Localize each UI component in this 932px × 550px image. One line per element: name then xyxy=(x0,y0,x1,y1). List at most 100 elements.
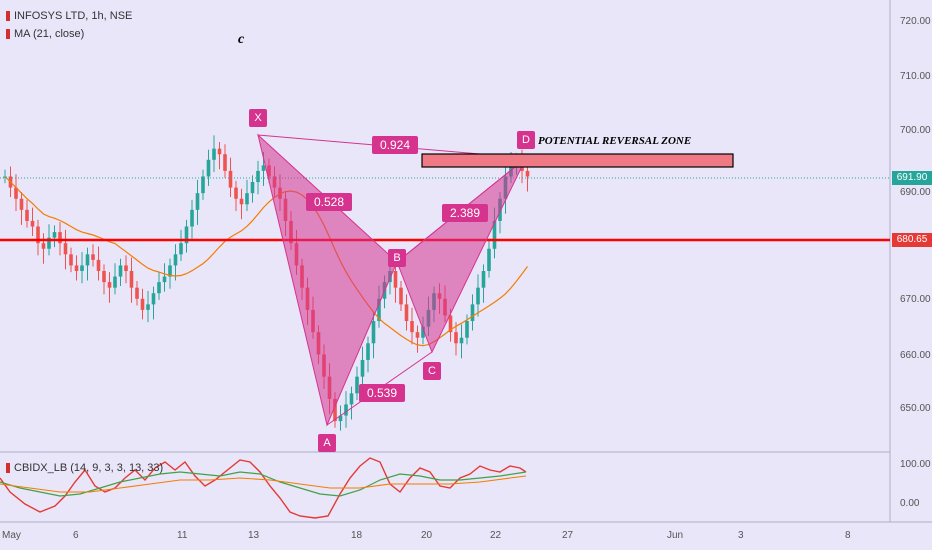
candle-body xyxy=(481,271,486,288)
indicator-tick: 0.00 xyxy=(900,498,920,509)
symbol-label: INFOSYS LTD, 1h, NSE xyxy=(14,10,133,22)
candle-body xyxy=(261,165,266,171)
point-c-label[interactable]: C xyxy=(423,362,441,380)
candle-body xyxy=(151,293,156,305)
indicator-legend[interactable]: CBIDX_LB (14, 9, 3, 3, 13, 33) xyxy=(6,462,163,474)
symbol-legend[interactable]: INFOSYS LTD, 1h, NSE xyxy=(6,10,132,22)
candle-body xyxy=(223,154,227,171)
potential-reversal-zone xyxy=(421,153,734,168)
candle-body xyxy=(448,315,453,333)
candle-body xyxy=(124,265,128,271)
current-price-tag: 691.90 xyxy=(892,171,932,185)
candle-body xyxy=(250,182,255,194)
price-tick: 690.00 xyxy=(900,187,931,198)
time-tick: 18 xyxy=(351,530,363,541)
ma-line xyxy=(4,176,528,347)
price-tick: 650.00 xyxy=(900,403,931,414)
candle-body xyxy=(399,287,403,305)
candle-body xyxy=(377,298,381,322)
candle-body xyxy=(113,276,117,288)
candle-body xyxy=(410,321,414,333)
candle-body xyxy=(58,232,62,244)
time-tick: 20 xyxy=(421,530,433,541)
ratio-abc[interactable]: 0.539 xyxy=(359,384,406,402)
price-tick: 710.00 xyxy=(900,71,931,82)
point-d-label[interactable]: D xyxy=(517,131,535,149)
candle-body xyxy=(459,337,464,344)
candle-body xyxy=(135,287,139,299)
candle-body xyxy=(393,271,398,288)
candle-body xyxy=(404,304,409,322)
candle-body xyxy=(140,298,145,310)
indicator-orange-line xyxy=(0,475,527,493)
candle-body xyxy=(74,265,79,271)
ratio-bcd[interactable]: 2.389 xyxy=(442,204,489,222)
candle-body xyxy=(492,220,497,249)
candle-body xyxy=(415,332,420,338)
candle-body xyxy=(217,148,222,155)
candle-body xyxy=(228,170,233,188)
candle-body xyxy=(201,176,205,194)
time-tick: 22 xyxy=(490,530,502,541)
candle-body xyxy=(85,254,90,266)
candle-body xyxy=(69,254,73,266)
candle-body xyxy=(256,170,260,183)
prz-label[interactable]: POTENTIAL REVERSAL ZONE xyxy=(538,135,692,147)
indicator-label: CBIDX_LB (14, 9, 3, 3, 13, 33) xyxy=(14,462,164,474)
price-tick: 720.00 xyxy=(900,16,931,27)
candle-body xyxy=(454,332,458,344)
candle-body xyxy=(146,304,150,310)
candle-body xyxy=(355,376,359,394)
candle-body xyxy=(63,243,68,255)
point-a-label[interactable]: A xyxy=(318,434,336,452)
candle-body xyxy=(129,271,134,288)
candle-body xyxy=(184,226,189,244)
time-tick: 11 xyxy=(177,530,188,541)
candle-body xyxy=(470,304,475,322)
candle-body xyxy=(234,187,238,199)
candle-body xyxy=(30,220,35,227)
candle-body xyxy=(465,321,469,338)
candle-body xyxy=(14,187,18,199)
candle-body xyxy=(118,265,123,277)
candle-body xyxy=(525,170,530,177)
candle-body xyxy=(212,148,216,160)
ratio-xab[interactable]: 0.528 xyxy=(306,193,353,211)
candle-body xyxy=(173,254,178,266)
candle-body xyxy=(421,326,425,338)
candle-body xyxy=(80,265,84,271)
candle-body xyxy=(107,282,112,288)
ma-label: MA (21, close) xyxy=(14,28,85,40)
candle-body xyxy=(245,193,249,205)
symbol-marker-icon xyxy=(6,11,10,22)
candle-body xyxy=(349,393,354,405)
candle-body xyxy=(195,193,200,210)
point-x-label[interactable]: X xyxy=(249,109,267,127)
annotation-c[interactable]: c xyxy=(238,32,245,47)
time-tick: May xyxy=(2,530,21,541)
ratio-xad[interactable]: 0.924 xyxy=(372,136,419,154)
candle-body xyxy=(371,321,376,344)
candle-body xyxy=(41,243,46,249)
candle-body xyxy=(91,254,95,260)
indicator-marker-icon xyxy=(6,463,10,474)
candle-body xyxy=(179,243,183,255)
candle-body xyxy=(338,415,343,422)
time-tick: 8 xyxy=(845,530,851,541)
indicator-tick: 100.00 xyxy=(900,459,931,470)
candle-body xyxy=(52,232,57,238)
candle-body xyxy=(360,359,365,377)
time-tick: 27 xyxy=(562,530,574,541)
candle-body xyxy=(476,287,480,305)
point-b-label[interactable]: B xyxy=(388,249,406,267)
candle-body xyxy=(366,343,370,360)
candle-body xyxy=(344,404,348,416)
candle-body xyxy=(25,209,29,221)
candle-body xyxy=(168,265,172,277)
time-tick: Jun xyxy=(667,530,684,541)
ma-legend[interactable]: MA (21, close) xyxy=(6,28,84,40)
candle-body xyxy=(206,159,211,177)
price-tick: 660.00 xyxy=(900,350,931,361)
candle-body xyxy=(162,276,167,283)
candle-body xyxy=(47,237,51,249)
